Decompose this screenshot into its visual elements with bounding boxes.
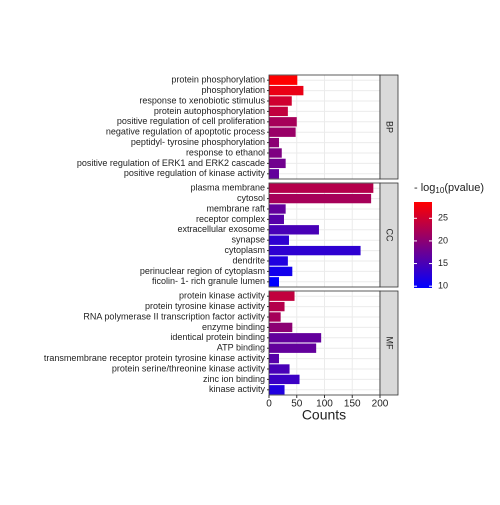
y-tick-label: cytosol (237, 193, 265, 203)
y-tick-label: protein kinase activity (179, 291, 266, 301)
colorbar-title-sub: 10 (435, 186, 444, 195)
bar (269, 106, 288, 117)
colorbar-tick-label: 10 (438, 281, 448, 291)
y-tick-label: positive regulation of cell proliferatio… (117, 116, 265, 126)
bar (269, 158, 286, 169)
bar (269, 374, 300, 385)
bar (269, 245, 361, 256)
colorbar-tick-label: 20 (438, 235, 448, 245)
colorbar-title: - log10(pvalue) (414, 182, 484, 195)
bar (269, 385, 285, 395)
bar (269, 353, 279, 364)
y-tick-label: positive regulation of ERK1 and ERK2 cas… (77, 158, 265, 168)
y-tick-label: cytoplasm (224, 245, 265, 255)
y-tick-label: phosphorylation (201, 85, 265, 95)
y-tick-label: extracellular exosome (177, 224, 265, 234)
colorbar (414, 202, 432, 288)
bar (269, 301, 285, 312)
y-tick-label: transmembrane receptor protein tyrosine … (44, 353, 266, 363)
y-tick-label: protein serine/threonine kinase activity (112, 363, 266, 373)
y-tick-label: peptidyl- tyrosine phosphorylation (131, 137, 265, 147)
y-tick-label: identical protein binding (170, 332, 265, 342)
bar (269, 291, 295, 301)
bar (269, 127, 296, 137)
bar (269, 96, 292, 106)
x-tick-label: 200 (372, 399, 389, 410)
bar (269, 333, 322, 343)
bar (269, 148, 282, 158)
bar (269, 322, 293, 333)
y-tick-label: perinuclear region of cytoplasm (140, 266, 265, 276)
y-tick-label: synapse (231, 235, 265, 245)
facet-strip (379, 74, 399, 180)
bar (269, 193, 372, 204)
bar (269, 204, 286, 214)
y-tick-label: response to xenobiotic stimulus (139, 95, 265, 105)
facet-label: MF (385, 337, 395, 350)
x-tick-label: 50 (291, 399, 303, 410)
bar (269, 364, 290, 374)
y-tick-label: membrane raft (206, 203, 265, 213)
y-tick-label: protein autophosphorylation (154, 106, 265, 116)
y-tick-label: RNA polymerase II transcription factor a… (83, 311, 265, 321)
bar (269, 277, 279, 287)
bar (269, 266, 293, 277)
bar (269, 343, 317, 353)
y-tick-label: protein phosphorylation (171, 75, 265, 85)
bar (269, 85, 304, 96)
bar (269, 137, 279, 148)
y-tick-label: plasma membrane (190, 183, 265, 193)
y-tick-label: enzyme binding (202, 322, 265, 332)
y-tick-label: zinc ion binding (203, 374, 265, 384)
y-tick-label: receptor complex (196, 214, 266, 224)
y-tick-label: ficolin- 1- rich granule lumen (152, 276, 265, 286)
x-tick-label: 0 (266, 399, 272, 410)
y-tick-label: negative regulation of apoptotic process (106, 127, 266, 137)
facet-label: CC (385, 229, 395, 242)
colorbar-tick-label: 15 (438, 258, 448, 268)
y-tick-label: positive regulation of kinase activity (124, 168, 266, 178)
bar (269, 256, 288, 266)
bar (269, 214, 284, 225)
colorbar-title-suffix: (pvalue) (444, 182, 484, 194)
bar (269, 75, 298, 85)
x-tick-label: 100 (316, 399, 333, 410)
bar (269, 183, 374, 193)
facet-strip (379, 182, 399, 288)
bar (269, 169, 279, 179)
bar (269, 312, 281, 322)
y-tick-label: response to ethanol (186, 147, 265, 157)
y-tick-label: dendrite (232, 255, 265, 265)
facet-strip (379, 290, 399, 396)
x-axis-label: Counts (302, 407, 346, 423)
facet-label: BP (385, 121, 395, 133)
x-tick-label: 150 (344, 399, 361, 410)
colorbar-title-prefix: - log (414, 182, 435, 194)
bar (269, 235, 289, 245)
bar (269, 225, 319, 235)
y-tick-label: protein tyrosine kinase activity (145, 301, 266, 311)
y-tick-label: ATP binding (217, 343, 265, 353)
colorbar-tick-label: 25 (438, 213, 448, 223)
y-tick-label: kinase activity (209, 384, 266, 394)
bar (269, 117, 297, 127)
